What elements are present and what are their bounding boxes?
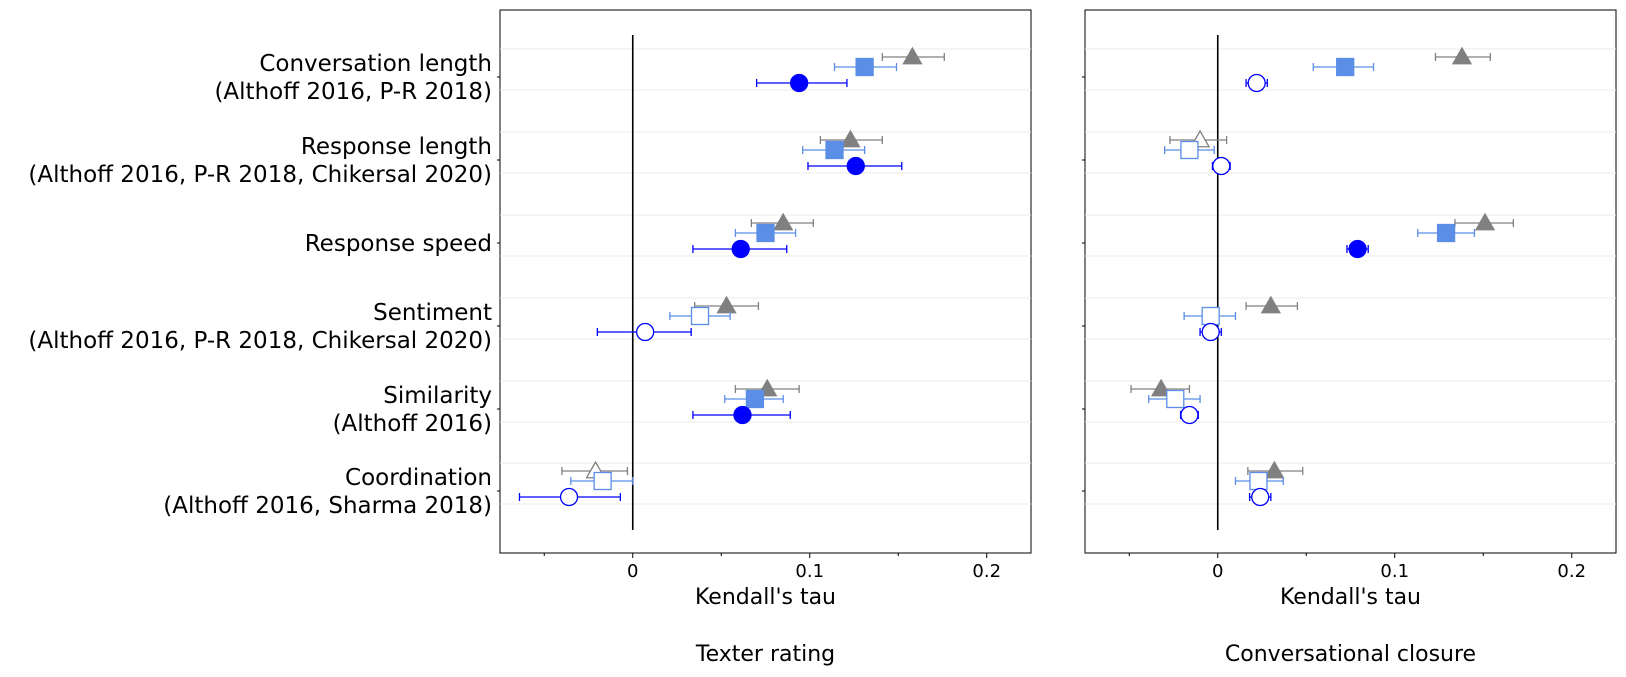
circle-point bbox=[1180, 405, 1199, 425]
category-label: (Althoff 2016, Sharma 2018) bbox=[163, 493, 492, 519]
x-tick-label: 0 bbox=[1212, 561, 1223, 582]
square-point bbox=[1436, 223, 1456, 243]
x-tick-label: 0 bbox=[627, 561, 638, 582]
triangle-point bbox=[902, 46, 923, 65]
circle-point bbox=[789, 73, 809, 93]
x-axis-label: Kendall's tau bbox=[695, 585, 836, 610]
panel-title: Texter rating bbox=[695, 642, 835, 667]
circle-point bbox=[635, 322, 655, 342]
category-label: (Althoff 2016) bbox=[333, 411, 492, 437]
circle-point bbox=[731, 239, 750, 259]
x-tick-label: 0.2 bbox=[972, 561, 1001, 582]
category-label: (Althoff 2016, P-R 2018, Chikersal 2020) bbox=[28, 328, 492, 354]
circle-point bbox=[846, 156, 865, 176]
category-label: Response length bbox=[301, 134, 492, 160]
circle-point bbox=[1251, 487, 1270, 507]
circle-point bbox=[559, 487, 579, 507]
category-label: Response speed bbox=[305, 231, 492, 257]
triangle-point bbox=[1451, 46, 1473, 65]
square-point bbox=[690, 306, 710, 326]
square-point bbox=[1201, 306, 1220, 326]
square-point bbox=[1180, 140, 1199, 160]
square-point bbox=[756, 223, 775, 243]
triangle-point bbox=[716, 295, 737, 314]
category-label: Similarity bbox=[383, 383, 492, 409]
triangle-point bbox=[1264, 460, 1285, 479]
triangle-point bbox=[1474, 212, 1496, 231]
x-tick-label: 0.2 bbox=[1557, 561, 1586, 582]
circle-point bbox=[1212, 156, 1231, 176]
circle-point bbox=[1247, 73, 1266, 93]
circle-point bbox=[1348, 239, 1367, 259]
triangle-point bbox=[1150, 378, 1172, 397]
category-label: Conversation length bbox=[259, 51, 492, 77]
plot-frame bbox=[1084, 9, 1617, 554]
triangle-point bbox=[1260, 295, 1281, 314]
category-label: Sentiment bbox=[373, 300, 492, 326]
square-point bbox=[1249, 471, 1268, 491]
square-point bbox=[1166, 389, 1185, 409]
square-point bbox=[593, 471, 612, 491]
category-label: (Althoff 2016, P-R 2018) bbox=[214, 79, 492, 105]
x-tick-label: 0.1 bbox=[795, 561, 824, 582]
square-point bbox=[855, 57, 874, 77]
square-point bbox=[825, 140, 844, 160]
square-point bbox=[1336, 57, 1355, 77]
panel-title: Conversational closure bbox=[1225, 642, 1476, 667]
circle-point bbox=[1201, 322, 1220, 342]
circle-point bbox=[733, 405, 752, 425]
triangle-point bbox=[840, 129, 861, 148]
x-axis-label: Kendall's tau bbox=[1280, 585, 1421, 610]
square-point bbox=[745, 389, 765, 409]
category-label: (Althoff 2016, P-R 2018, Chikersal 2020) bbox=[28, 162, 492, 188]
category-label: Coordination bbox=[345, 465, 492, 491]
x-tick-label: 0.1 bbox=[1380, 561, 1409, 582]
triangle-point bbox=[773, 212, 794, 231]
plot-frame bbox=[499, 9, 1032, 554]
